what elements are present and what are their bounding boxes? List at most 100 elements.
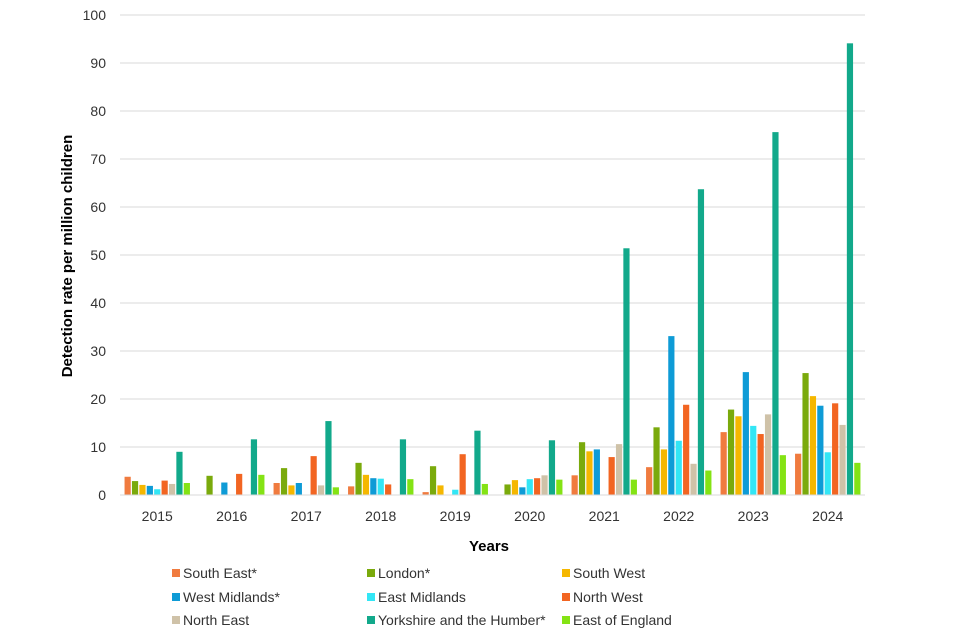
bar [206,475,213,495]
bar [779,455,786,495]
legend-swatch [367,593,375,601]
bar [452,489,459,495]
x-tick-label: 2019 [440,508,471,524]
bar [586,451,593,495]
x-axis-ticks: 2015 2016 2017 2018 2019 2020 2021 2022 2023 2024 [142,508,844,524]
y-tick-label: 90 [90,55,106,71]
bar [355,462,362,495]
y-tick-label: 30 [90,343,106,359]
bar [519,487,526,495]
y-tick-label: 0 [98,487,106,503]
x-axis-title: Years [469,538,509,555]
bar [690,463,697,495]
x-tick-label: 2023 [738,508,769,524]
bar [280,468,288,495]
bar [131,481,139,495]
bar [526,479,533,495]
legend-label: West Midlands* [183,589,281,605]
bar [720,432,727,495]
bar [727,409,735,495]
bar [832,403,839,495]
bar [571,475,578,495]
bar [183,483,190,495]
y-tick-label: 80 [90,103,106,119]
x-tick-label: 2015 [142,508,173,524]
bar [675,440,682,495]
bar [459,454,466,495]
bar [630,479,637,495]
y-axis-title: Detection rate per million children [59,135,76,378]
legend-swatch [562,593,570,601]
bar [809,396,817,495]
y-tick-label: 100 [83,7,107,23]
bar [817,405,824,495]
legend-swatch [172,569,180,577]
bar [646,467,653,495]
bar [146,485,153,495]
bar [161,480,168,495]
bar [683,404,690,495]
bar [422,492,429,495]
bar [653,427,660,495]
bar [310,456,317,495]
bar [511,480,519,495]
bar [668,336,675,495]
bar [623,248,630,495]
bar [839,424,846,495]
legend-swatch [172,593,180,601]
y-tick-label: 10 [90,439,106,455]
bar [556,479,563,495]
bar [824,452,831,495]
legend-label: East of England [573,612,672,628]
bar [750,425,757,495]
legend-label: South East* [183,565,257,581]
x-tick-label: 2017 [291,508,322,524]
legend-label: East Midlands [378,589,466,605]
bar [325,421,332,495]
bar [795,453,802,495]
legend: South East* London* South West West Midland… [172,565,672,628]
legend-swatch [367,616,375,624]
bar [429,466,437,495]
bar [854,462,861,495]
bar [250,439,258,495]
gridlines [120,14,865,448]
x-tick-label: 2024 [812,508,843,524]
bar [348,486,355,495]
bar [548,440,556,495]
legend-swatch [562,569,570,577]
bar [541,475,548,495]
bar [772,132,779,495]
bar [534,478,541,495]
bar [176,451,183,495]
y-tick-label: 20 [90,391,106,407]
bar [764,414,772,495]
bar [295,483,302,495]
bar [273,483,280,495]
bar [578,442,586,495]
y-tick-label: 70 [90,151,106,167]
bar [236,473,243,495]
bar [615,444,623,495]
bar [742,372,749,495]
bar [705,470,712,495]
bar [362,474,370,495]
bar [377,478,384,495]
bar [168,483,176,495]
legend-swatch [562,616,570,624]
legend-label: North East [183,612,249,628]
x-tick-label: 2021 [589,508,620,524]
bar [504,484,511,495]
bar [593,449,600,495]
y-tick-label: 60 [90,199,106,215]
bar [399,439,407,495]
bar [846,43,854,495]
legend-label: Yorkshire and the Humber* [378,612,546,628]
bar [481,483,488,495]
y-tick-label: 40 [90,295,106,311]
bar [124,476,131,495]
bar [139,484,146,495]
bar [288,485,295,495]
bar [735,416,742,495]
x-tick-label: 2020 [514,508,545,524]
